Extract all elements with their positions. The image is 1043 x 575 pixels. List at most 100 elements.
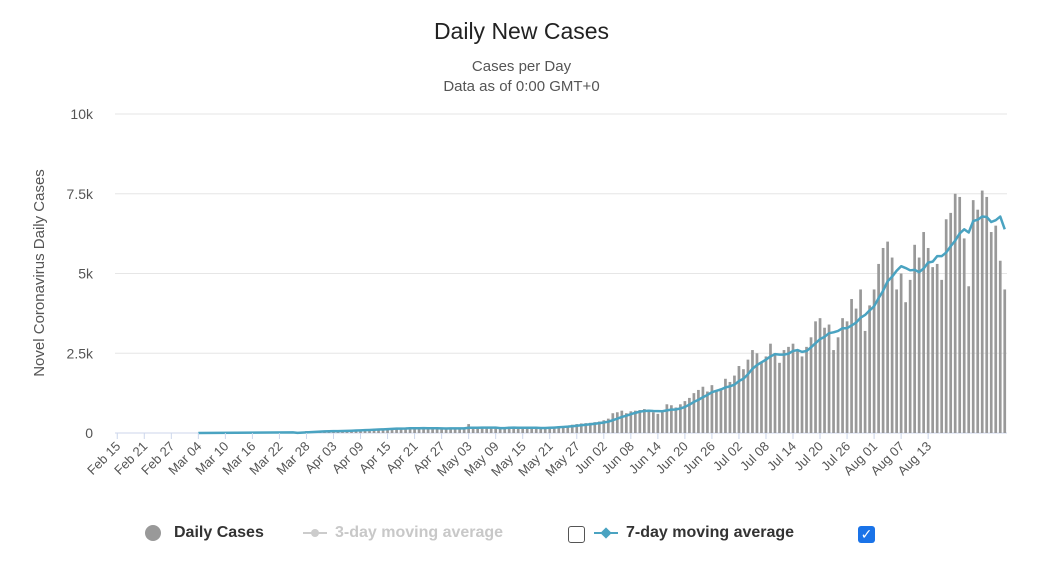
bar[interactable] (647, 410, 651, 433)
three-day-checkbox[interactable] (568, 526, 585, 543)
bar[interactable] (710, 385, 714, 433)
bar[interactable] (688, 397, 691, 433)
bar[interactable] (633, 410, 637, 433)
bar[interactable] (444, 428, 448, 433)
bar[interactable] (769, 343, 772, 433)
bar[interactable] (854, 308, 858, 433)
bar[interactable] (917, 257, 921, 433)
bar[interactable] (863, 330, 867, 433)
bar[interactable] (755, 353, 759, 433)
bar[interactable] (399, 428, 403, 433)
bar[interactable] (733, 375, 736, 433)
bar[interactable] (462, 428, 466, 433)
bar[interactable] (615, 412, 619, 433)
bar[interactable] (503, 427, 507, 433)
legend-seven-day-average[interactable]: 7-day moving average (594, 520, 794, 546)
legend-three-day-average[interactable]: 3-day moving average (303, 520, 503, 546)
bar[interactable] (395, 427, 398, 433)
bar[interactable] (958, 196, 962, 433)
seven-day-average-series[interactable] (198, 215, 1006, 435)
bar[interactable] (953, 193, 957, 433)
bar[interactable] (422, 427, 425, 433)
daily-cases-series[interactable] (296, 190, 1007, 433)
bar[interactable] (561, 425, 565, 433)
bar[interactable] (624, 413, 628, 433)
bar[interactable] (606, 418, 610, 433)
bar[interactable] (814, 321, 817, 433)
bar[interactable] (998, 260, 1002, 433)
bar[interactable] (944, 219, 948, 433)
bar[interactable] (971, 200, 975, 433)
bar[interactable] (665, 404, 669, 433)
bar[interactable] (674, 407, 678, 433)
bar[interactable] (692, 393, 696, 433)
bar[interactable] (868, 305, 871, 433)
bar[interactable] (877, 263, 880, 433)
bar[interactable] (940, 279, 944, 433)
bar[interactable] (796, 350, 799, 433)
bar[interactable] (575, 424, 579, 433)
bar[interactable] (368, 429, 371, 433)
bar[interactable] (449, 428, 452, 433)
bar[interactable] (431, 428, 434, 433)
bar[interactable] (661, 412, 664, 433)
bar[interactable] (962, 238, 966, 433)
bar[interactable] (787, 346, 790, 433)
bar[interactable] (620, 410, 624, 433)
bar[interactable] (985, 196, 989, 433)
bar[interactable] (386, 428, 389, 433)
bar[interactable] (539, 427, 543, 433)
bar[interactable] (611, 413, 615, 433)
bar[interactable] (656, 413, 660, 433)
bar[interactable] (593, 422, 597, 433)
bar[interactable] (845, 321, 849, 433)
bar[interactable] (512, 427, 516, 433)
bar[interactable] (697, 389, 700, 433)
bar[interactable] (764, 356, 768, 433)
bar[interactable] (507, 426, 511, 433)
bar[interactable] (579, 423, 583, 433)
bar[interactable] (746, 359, 750, 433)
bar[interactable] (701, 386, 705, 433)
bar[interactable] (530, 428, 534, 433)
bar[interactable] (485, 427, 489, 433)
bar[interactable] (913, 244, 916, 433)
bar[interactable] (949, 212, 953, 433)
bar[interactable] (931, 267, 935, 433)
bar[interactable] (989, 232, 993, 433)
bar[interactable] (458, 428, 461, 433)
bar[interactable] (494, 428, 498, 433)
bar[interactable] (435, 428, 439, 433)
bar[interactable] (782, 350, 786, 433)
bar[interactable] (413, 428, 416, 433)
bar[interactable] (872, 289, 876, 433)
bar[interactable] (525, 428, 529, 433)
seven-day-average-line[interactable] (198, 215, 1006, 435)
bar[interactable] (778, 362, 781, 433)
bar[interactable] (381, 428, 385, 433)
bar[interactable] (805, 346, 808, 433)
bar[interactable] (566, 425, 570, 433)
seven-day-checkbox[interactable]: ✓ (858, 526, 875, 543)
bar[interactable] (1003, 289, 1007, 433)
bar[interactable] (967, 286, 971, 433)
bar[interactable] (476, 428, 480, 433)
bar[interactable] (548, 426, 552, 433)
bar[interactable] (642, 409, 646, 433)
bar[interactable] (922, 232, 926, 433)
bar[interactable] (543, 427, 547, 433)
bar[interactable] (904, 302, 907, 433)
bar[interactable] (377, 429, 380, 433)
bar[interactable] (588, 422, 592, 433)
bar[interactable] (638, 410, 642, 433)
bar[interactable] (859, 289, 862, 433)
bar[interactable] (489, 427, 493, 433)
legend-daily-cases[interactable]: Daily Cases (145, 520, 264, 546)
bar[interactable] (800, 356, 804, 433)
bar[interactable] (976, 209, 980, 433)
bar[interactable] (791, 343, 795, 433)
bar[interactable] (935, 263, 939, 433)
bar[interactable] (895, 289, 898, 433)
bar[interactable] (908, 279, 912, 433)
bar[interactable] (498, 428, 502, 433)
